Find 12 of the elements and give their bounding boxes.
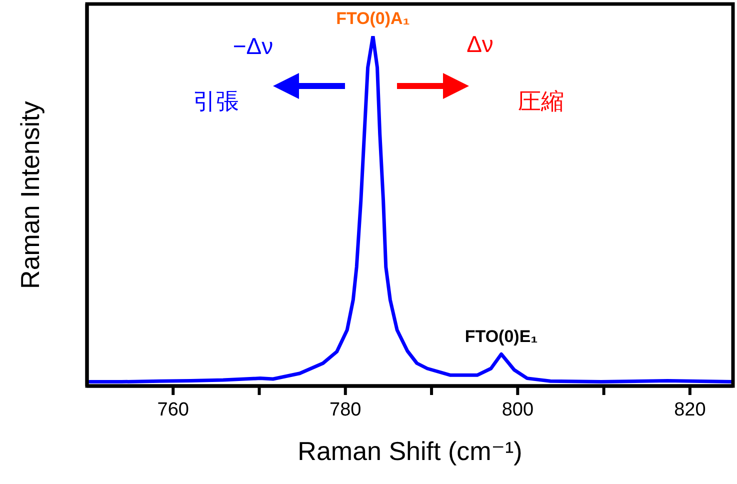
annotation: FTO(0)E₁ xyxy=(464,327,538,346)
x-tick-label: 820 xyxy=(674,399,706,420)
y-axis-title: Raman Intensity xyxy=(15,101,45,289)
x-tick-label: 780 xyxy=(330,399,362,420)
annotation: 圧縮 xyxy=(518,88,564,114)
annotation: Δν xyxy=(466,31,494,57)
x-axis-title: Raman Shift (cm⁻¹) xyxy=(298,436,522,466)
x-tick-label: 800 xyxy=(502,399,534,420)
annotation: −Δν xyxy=(232,33,274,59)
annotation: 引張 xyxy=(193,88,239,114)
x-tick-label: 760 xyxy=(157,399,189,420)
annotation: FTO(0)A₁ xyxy=(336,9,410,28)
